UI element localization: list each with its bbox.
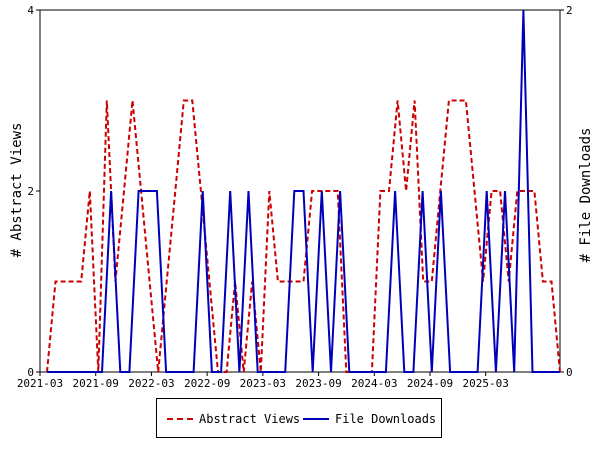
y-left-tick-label: 2 (27, 185, 34, 198)
x-tick-label: 2022-09 (184, 377, 230, 390)
x-axis: 2021-03 2021-09 2022-03 2022-09 2023-03 2023-… (17, 372, 509, 390)
x-tick-label: 2024-09 (407, 377, 453, 390)
x-tick-label: 2023-09 (295, 377, 341, 390)
legend-entry-abstract-views: Abstract Views (167, 411, 300, 427)
series-line-file-downloads (47, 9, 560, 373)
series-line-abstract-views (46, 99, 561, 373)
legend-swatch-abstract-views (167, 418, 193, 420)
legend-label-abstract-views: Abstract Views (199, 412, 301, 426)
x-tick-label: 2022-03 (128, 377, 174, 390)
y-left-tick-label: 4 (27, 4, 34, 17)
x-tick-label: 2021-03 (17, 377, 63, 390)
y-axis-left: 0 2 4 (27, 4, 40, 379)
x-tick-label: 2023-03 (240, 377, 286, 390)
y-left-tick-label: 0 (27, 366, 34, 379)
x-tick-label: 2024-03 (351, 377, 397, 390)
y-axis-right: 02 (560, 4, 573, 379)
y-right-tick-label: 2 (566, 4, 573, 17)
legend-label-file-downloads: File Downloads (335, 412, 437, 426)
legend-entry-file-downloads: File Downloads (303, 411, 436, 427)
y-right-tick-label: 0 (566, 366, 573, 379)
legend: Abstract Views File Downloads (156, 398, 442, 438)
series-lines (46, 9, 561, 373)
x-tick-label: 2025-03 (463, 377, 509, 390)
y-axis-left-title: # Abstract Views (9, 123, 25, 258)
y-axis-right-title: # File Downloads (578, 128, 594, 263)
legend-swatch-file-downloads (303, 418, 329, 420)
x-tick-label: 2021-09 (73, 377, 119, 390)
